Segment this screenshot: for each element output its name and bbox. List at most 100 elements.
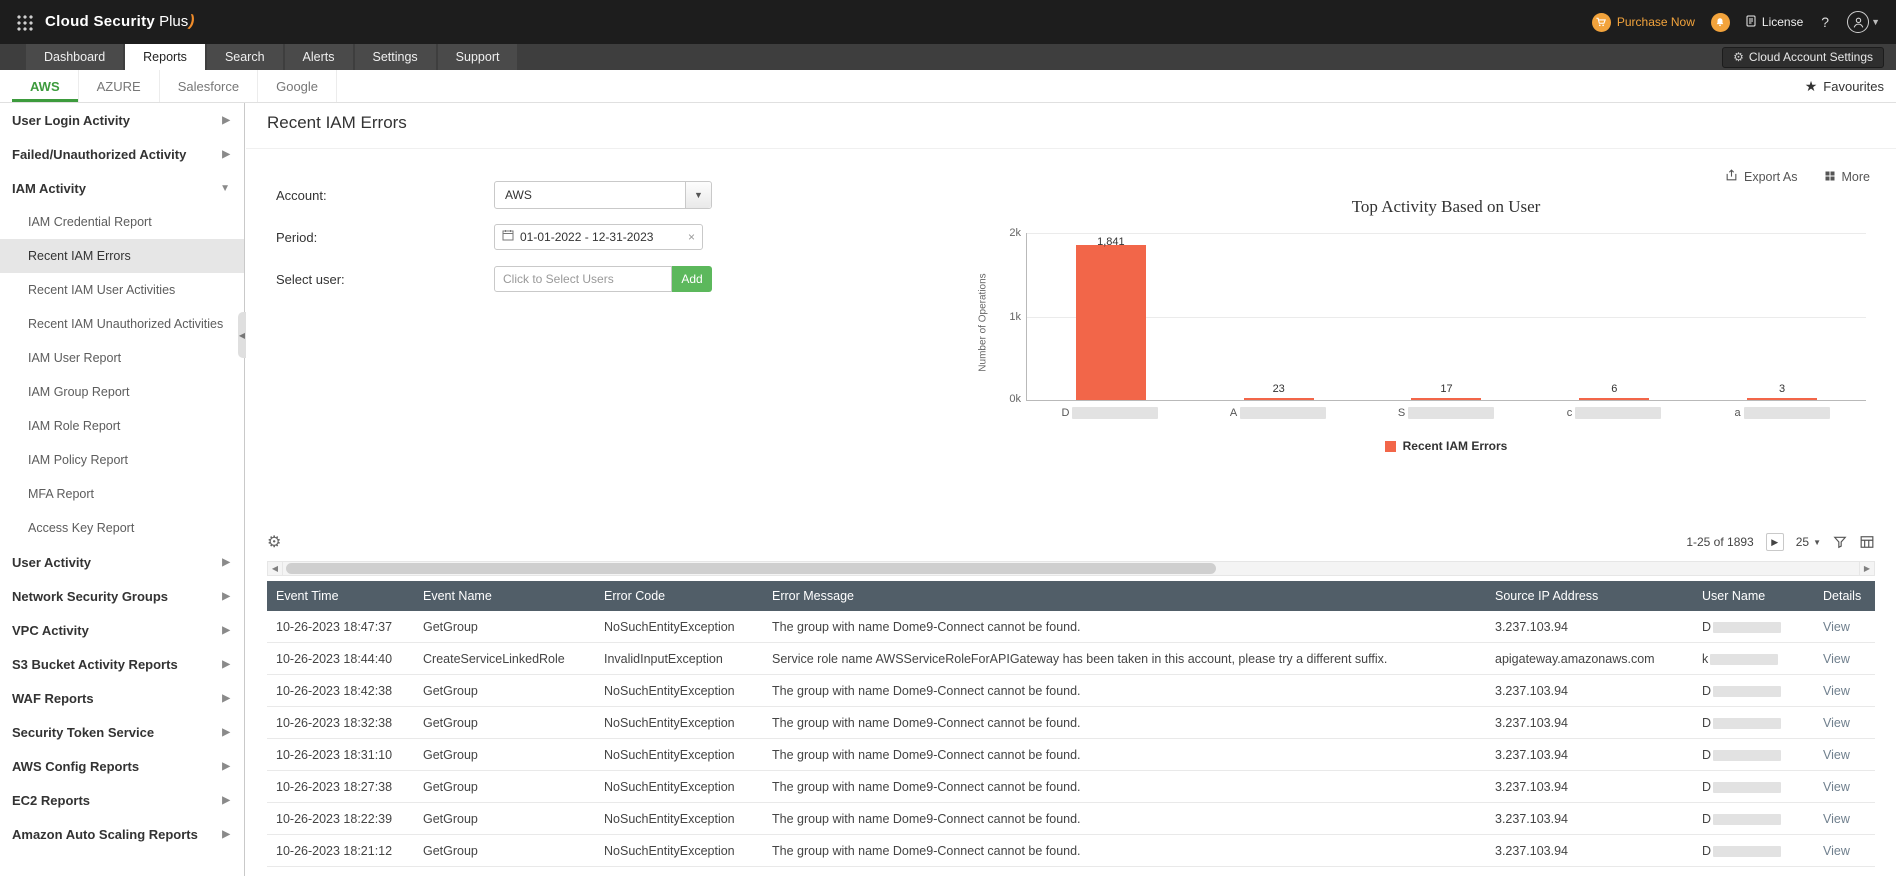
redacted-text [1743,407,1830,419]
chevron-right-icon: ▶ [222,760,230,772]
next-page-button[interactable]: ▶ [1765,533,1784,551]
chart-bar[interactable] [1243,398,1314,400]
horizontal-scrollbar[interactable]: ◀ ▶ [267,561,1875,576]
sidebar-item-security-token-service[interactable]: Security Token Service ▶ [12,724,230,740]
favourites-button[interactable]: ★ Favourites [1805,70,1884,102]
view-details-link[interactable]: View [1823,779,1850,794]
sidebar-item-ec2-reports[interactable]: EC2 Reports ▶ [12,792,230,808]
sidebar-item-iam-credential-report[interactable]: IAM Credential Report [28,215,152,229]
column-chooser-icon[interactable] [1859,535,1875,549]
period-value: 01-01-2022 - 12-31-2023 [520,230,654,244]
page-size-dropdown[interactable]: 25 ▼ [1796,535,1821,549]
view-details-link[interactable]: View [1823,715,1850,730]
add-user-button[interactable]: Add [672,266,712,292]
export-as-button[interactable]: Export As [1725,169,1798,185]
sidebar-item-recent-iam-user-activities[interactable]: Recent IAM User Activities [28,283,176,297]
period-input[interactable]: 01-01-2022 - 12-31-2023 × [494,224,703,250]
topbar: Cloud Security Plus ) Purchase Now Licen… [0,0,1896,44]
sidebar-item-recent-iam-unauthorized-activities[interactable]: Recent IAM Unauthorized Activities [28,317,224,331]
reports-sidebar: User Login Activity ▶ Failed/Unauthorized… [0,103,245,876]
user-menu[interactable]: ▼ [1847,11,1880,33]
chart-bar[interactable] [1411,398,1482,400]
sidebar-collapse-handle[interactable]: ◀ [238,312,246,358]
scroll-right-arrow[interactable]: ▶ [1859,562,1874,575]
tab-dashboard[interactable]: Dashboard [26,44,124,70]
more-button[interactable]: More [1824,170,1870,185]
tab-reports[interactable]: Reports [125,44,205,70]
col-event-time[interactable]: Event Time [276,589,339,603]
cell-source-ip: 3.237.103.94 [1495,843,1568,858]
cell-error-message: The group with name Dome9-Connect cannot… [772,683,1081,698]
view-details-link[interactable]: View [1823,683,1850,698]
sidebar-item-iam-group-report[interactable]: IAM Group Report [28,385,130,399]
sidebar-item-mfa-report[interactable]: MFA Report [28,487,94,501]
cell-user-name: D [1693,716,1814,730]
view-details-link[interactable]: View [1823,747,1850,762]
col-user-name[interactable]: User Name [1702,589,1766,603]
scroll-left-arrow[interactable]: ◀ [268,562,283,575]
sidebar-item-amazon-auto-scaling-reports[interactable]: Amazon Auto Scaling Reports ▶ [12,826,230,842]
col-source-ip[interactable]: Source IP Address [1495,589,1599,603]
view-details-link[interactable]: View [1823,651,1850,666]
view-details-link[interactable]: View [1823,843,1850,858]
chevron-right-icon: ▶ [222,658,230,670]
help-icon[interactable]: ? [1821,14,1830,30]
license-button[interactable]: License [1746,15,1803,30]
cell-error-message: The group with name Dome9-Connect cannot… [772,619,1081,634]
col-details[interactable]: Details [1823,589,1862,603]
col-error-code[interactable]: Error Code [604,589,666,603]
sidebar-item-user-login-activity[interactable]: User Login Activity ▶ [12,112,230,128]
chart-bar[interactable] [1579,398,1650,400]
sidebar-item-iam-role-report[interactable]: IAM Role Report [28,419,121,433]
clear-period-icon[interactable]: × [687,230,695,244]
redacted-user-name [1713,749,1782,761]
redacted-text [1575,407,1662,419]
redacted-user-name [1713,781,1782,793]
product-logo[interactable]: Cloud Security Plus ) [45,13,197,31]
tab-support[interactable]: Support [437,44,518,70]
settings-gear-icon[interactable]: ⚙ [267,534,282,551]
bar-value-label: 1,841 [1097,236,1125,248]
tab-alerts[interactable]: Alerts [284,44,353,70]
view-details-link[interactable]: View [1823,619,1850,634]
sidebar-item-s3-bucket-activity-reports[interactable]: S3 Bucket Activity Reports ▶ [12,656,230,672]
tab-azure[interactable]: AZURE [79,70,160,102]
chevron-right-icon: ▶ [222,556,230,568]
cloud-account-settings-button[interactable]: ⚙ Cloud Account Settings [1722,46,1884,68]
tab-google[interactable]: Google [258,70,338,102]
sidebar-item-iam-policy-report[interactable]: IAM Policy Report [28,453,129,467]
sidebar-item-aws-config-reports[interactable]: AWS Config Reports ▶ [12,758,230,774]
chart-bar[interactable] [1747,398,1818,400]
app-grid-icon[interactable] [16,13,33,31]
filter-icon[interactable] [1833,535,1847,549]
chart-bar[interactable] [1075,245,1146,400]
legend-label: Recent IAM Errors [1402,439,1508,453]
sidebar-item-failed-unauthorized-activity[interactable]: Failed/Unauthorized Activity ▶ [12,146,230,162]
sidebar-item-access-key-report[interactable]: Access Key Report [28,521,135,535]
sidebar-item-network-security-groups[interactable]: Network Security Groups ▶ [12,588,230,604]
col-event-name[interactable]: Event Name [423,589,492,603]
select-user-input[interactable] [494,266,672,292]
tab-aws[interactable]: AWS [12,70,79,102]
chart-legend[interactable]: Recent IAM Errors [1026,439,1866,453]
sidebar-item-waf-reports[interactable]: WAF Reports ▶ [12,690,230,706]
account-select[interactable]: AWS ▼ [494,181,712,209]
chevron-right-icon: ▶ [222,148,230,160]
period-label: Period: [276,229,318,245]
sidebar-item-iam-activity[interactable]: IAM Activity ▼ [12,180,230,196]
purchase-now-button[interactable]: Purchase Now [1591,12,1695,32]
cell-user-name: D [1693,684,1814,698]
sidebar-item-recent-iam-errors[interactable]: Recent IAM Errors [0,239,244,273]
view-details-link[interactable]: View [1823,811,1850,826]
tab-salesforce[interactable]: Salesforce [160,70,259,102]
chevron-right-icon: ▶ [222,828,230,840]
announcements-icon[interactable] [1710,12,1730,32]
cell-event-time: 10-26-2023 18:47:37 [276,619,393,634]
sidebar-item-iam-user-report[interactable]: IAM User Report [28,351,122,365]
scrollbar-thumb[interactable] [286,563,1216,574]
sidebar-item-vpc-activity[interactable]: VPC Activity ▶ [12,622,230,638]
col-error-message[interactable]: Error Message [772,589,854,603]
tab-search[interactable]: Search [206,44,283,70]
tab-settings[interactable]: Settings [354,44,436,70]
sidebar-item-user-activity[interactable]: User Activity ▶ [12,554,230,570]
